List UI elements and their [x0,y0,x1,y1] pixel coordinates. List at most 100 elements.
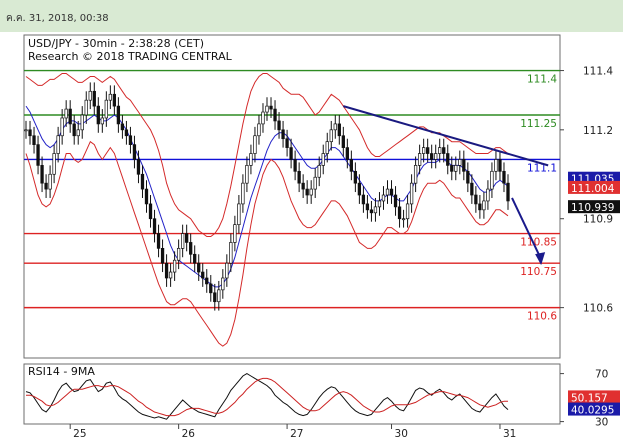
candle-body [458,159,462,166]
chart-datestamp: ค.ค. 31, 2018, 00:38 [6,13,109,24]
candle-body [393,194,398,208]
candle-body [397,206,402,220]
rsi-tick-label: 70 [595,369,608,381]
candle-body [413,165,418,184]
candle-body [112,93,117,107]
candle-body [277,120,281,131]
candle-body [474,194,478,205]
candle-body [96,105,100,125]
candle-body [32,135,36,145]
candle-body [337,123,341,137]
price-badge-label: 110.939 [571,202,614,214]
rsi-badge-label: 50.157 [571,392,608,404]
candle-body [156,233,161,249]
candle-body [168,271,173,279]
candle-body [470,182,474,196]
candle-body [189,242,193,255]
candle-body [341,135,345,148]
header-bar: ค.ค. 31, 2018, 00:38 [0,0,623,32]
candle-body [181,233,185,249]
candle-body [365,203,370,211]
candle-body [357,182,362,196]
candle-body [64,108,68,119]
candle-body [265,105,269,113]
candle-body [144,188,149,205]
candle-body [401,218,406,221]
level-label: 111.25 [520,118,557,130]
candle-body [281,129,285,140]
candle-body [72,123,76,137]
candle-body [40,165,44,184]
candle-body [132,144,137,160]
candle-body [317,165,321,178]
candle-body [213,292,217,303]
candle-body [313,176,317,190]
candle-body [297,170,301,184]
candle-body [405,203,410,220]
candle-body [185,233,189,243]
candle-body [136,159,141,175]
rsi-badge [568,402,620,416]
candle-body [381,194,386,202]
price-badge-label: 111.004 [571,183,615,195]
candle-body [385,188,390,196]
candle-body [68,108,72,125]
candle-body [482,200,486,211]
candle-body [430,153,434,160]
candle-body [108,93,113,101]
candle-body [490,170,494,190]
candle-body [197,262,201,273]
candle-body [28,129,32,137]
candle-body [148,203,153,220]
candle-body [104,99,108,119]
x-tick-label: 30 [395,428,408,440]
candle-body [80,114,84,131]
candle-body [422,147,426,154]
level-label: 110.6 [527,311,557,323]
rsi-badge-label: 40.0295 [571,405,614,417]
candle-body [205,277,209,285]
x-tick-label: 27 [290,428,303,440]
candle-body [241,182,245,205]
candle-body [321,153,325,166]
candle-body [120,123,125,131]
candle-body [438,147,442,154]
candle-body [60,117,64,137]
candle-body [273,108,277,122]
price-chart-title: USD/JPY - 30min - 2:38:28 (CET) [28,37,204,50]
candle-body [373,206,378,214]
rsi-badge [568,390,620,404]
candle-body [229,242,233,264]
candle-body [325,141,329,154]
candle-body [36,144,40,166]
candle-body [417,153,422,166]
candle-body [124,129,129,137]
candle-body [329,129,333,143]
candle-body [305,188,309,196]
candle-body [389,188,394,196]
candle-body [193,253,197,264]
candle-body [44,182,48,190]
candle-body [24,129,28,132]
candle-body [257,123,261,137]
candle-body [289,147,293,160]
rsi-tick-label: 30 [595,417,608,429]
candle-body [56,135,60,154]
x-tick-label: 31 [503,428,516,440]
candle-body [478,203,482,211]
candle-body [369,209,374,214]
candle-body [442,147,446,154]
rsi-chart-title: RSI14 - 9MA [28,365,95,378]
candle-body [261,111,265,125]
candle-body [361,194,366,205]
candle-body [426,147,430,154]
candle-body [285,138,289,148]
candle-body [76,129,80,137]
candle-body [172,259,177,273]
candle-body [345,147,349,160]
candle-body [128,135,133,145]
candle-body [237,203,241,226]
candle-body [494,159,498,172]
y-tick-label: 110.6 [583,303,613,315]
candle-body [52,153,56,175]
